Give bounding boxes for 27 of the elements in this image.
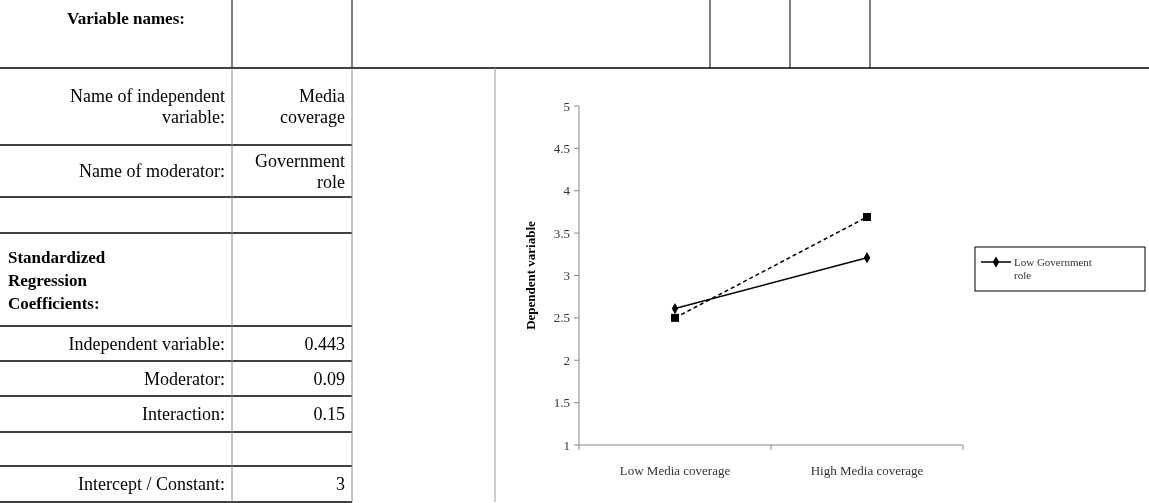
y-tick-label: 2.5: [553, 310, 570, 326]
text: Name of independent variable:: [70, 86, 225, 127]
y-tick-label: 2: [563, 352, 570, 368]
text: Interaction:: [142, 404, 225, 424]
y-tick-label: 3.5: [553, 225, 570, 241]
x-tick-label: High Media coverage: [810, 463, 924, 478]
text: Government role: [255, 150, 346, 192]
text: Standardized Regression Coefficients:: [8, 247, 106, 313]
text: Media coverage: [280, 86, 346, 127]
text: 0.15: [313, 404, 345, 424]
y-axis-title: Dependent variable: [523, 220, 538, 330]
y-tick-label: 4: [563, 183, 571, 199]
y-tick-label: 4.5: [553, 140, 570, 156]
x-tick-label: Low Media coverage: [619, 463, 731, 478]
text: Name of moderator:: [79, 161, 225, 181]
y-tick-label: 1.5: [553, 395, 570, 411]
text: Intercept / Constant:: [78, 474, 225, 494]
text: Variable names:: [67, 9, 185, 28]
y-tick-label: 3: [563, 268, 570, 284]
text: 0.09: [313, 368, 345, 389]
y-tick-label: 5: [563, 98, 570, 114]
legend-label: Low Government role: [1014, 256, 1092, 281]
y-tick-label: 1: [563, 437, 570, 453]
text: Independent variable:: [68, 333, 225, 354]
text: Moderator:: [144, 368, 225, 389]
text: 3: [336, 474, 345, 494]
text: 0.443: [304, 333, 345, 354]
